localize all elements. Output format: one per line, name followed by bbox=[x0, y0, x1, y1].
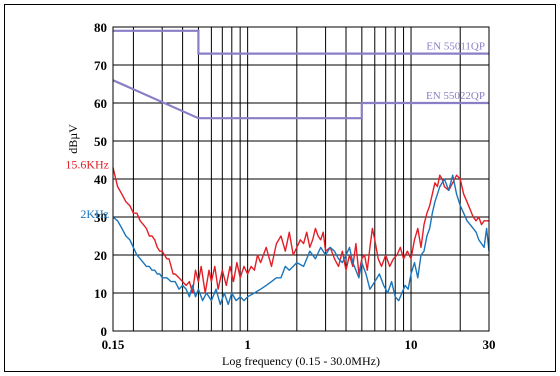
y-tick-label: 50 bbox=[94, 134, 107, 149]
emissions-chart: 0 10 20 30 40 50 60 70 80 0.15 1 10 30 Log frequency… bbox=[65, 20, 496, 368]
limit-line-label: EN 55011QP bbox=[426, 41, 485, 53]
series-label: 15.6KHz bbox=[65, 158, 109, 172]
series-line-1 bbox=[112, 167, 489, 294]
x-tick-label: 1 bbox=[244, 337, 251, 352]
chart-frame: 0 10 20 30 40 50 60 70 80 0.15 1 10 30 Log frequency… bbox=[4, 4, 556, 372]
series-label: 2KHz bbox=[80, 207, 109, 221]
y-tick-label: 60 bbox=[94, 96, 107, 111]
y-tick-label: 20 bbox=[94, 248, 107, 263]
y-tick-label: 70 bbox=[94, 58, 107, 73]
y-tick-label: 30 bbox=[94, 210, 107, 225]
plot-area-border bbox=[112, 26, 490, 332]
limit-line-label: EN 55022QP bbox=[426, 90, 485, 102]
y-tick-label: 10 bbox=[94, 286, 107, 301]
y-tick-label: 0 bbox=[101, 324, 108, 339]
x-tick-label: 0.15 bbox=[102, 337, 125, 352]
x-tick-label: 10 bbox=[405, 337, 418, 352]
y-axis-label: dBµV bbox=[66, 124, 80, 154]
y-tick-label: 80 bbox=[94, 20, 107, 35]
limit-line-1 bbox=[113, 29, 489, 55]
x-axis-label: Log frequency (0.15 - 30.0MHz) bbox=[222, 354, 380, 368]
series-line-2 bbox=[112, 174, 490, 306]
y-tick-label: 40 bbox=[94, 172, 107, 187]
limit-line-2 bbox=[112, 79, 489, 120]
x-tick-label: 30 bbox=[483, 337, 496, 352]
